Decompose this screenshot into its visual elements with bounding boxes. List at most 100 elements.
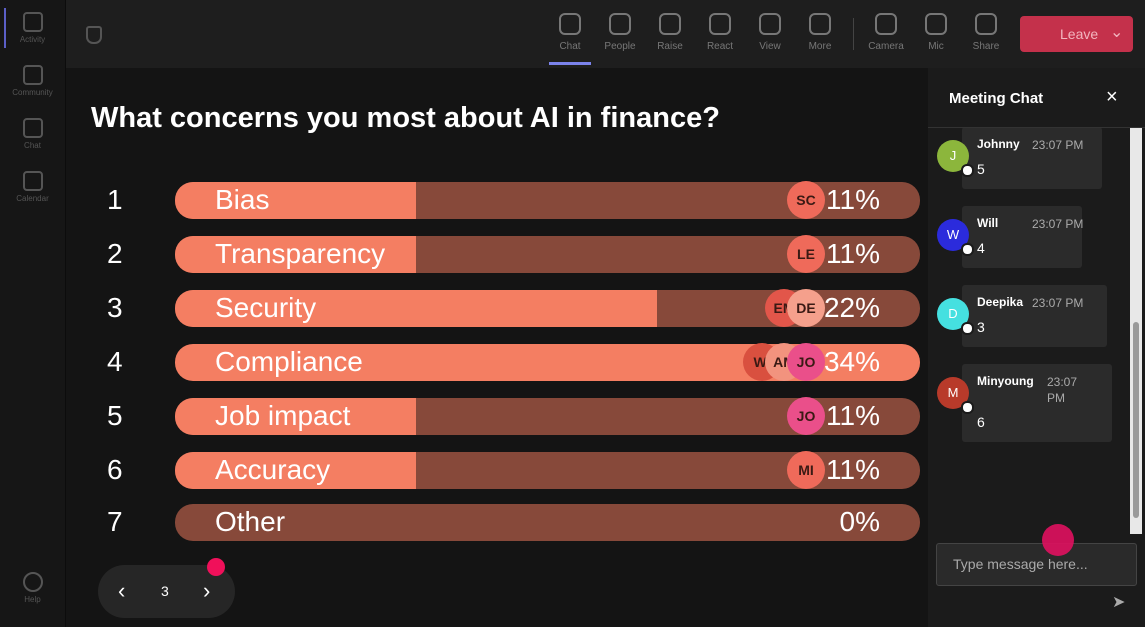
toolbar-button[interactable]: Mic (911, 13, 961, 52)
toolbar-button[interactable]: React (695, 13, 745, 52)
message-bubble: Johnny 23:07 PM 5 (962, 128, 1102, 189)
prev-button[interactable]: ‹ (118, 578, 126, 603)
message-author: Will (977, 216, 999, 230)
option-percent: 11% (826, 400, 880, 431)
option-number: 1 (107, 184, 123, 215)
message-bubble: Minyoung 23:07 PM 6 (962, 364, 1112, 442)
message-bubble: Deepika 23:07 PM 3 (962, 285, 1107, 347)
option-number: 3 (107, 292, 123, 323)
option-number: 7 (107, 506, 123, 537)
message-time: 23:07 PM (1047, 375, 1078, 405)
option-percent: 0% (839, 506, 880, 537)
toolbar-label: Mic (928, 41, 944, 52)
rail-label: Calendar (16, 194, 49, 203)
message-text: 4 (977, 240, 985, 256)
option-number: 6 (107, 454, 123, 485)
rail-icon (22, 118, 43, 138)
rail-item[interactable]: Help (0, 572, 65, 604)
option-fill (175, 398, 417, 435)
cursor-highlight (1042, 524, 1074, 556)
rail-label: Community (12, 88, 53, 97)
toolbar-label: People (604, 41, 636, 52)
send-button[interactable]: ➤ (1112, 594, 1126, 611)
toolbar-icon (759, 13, 781, 35)
toolbar-button[interactable]: Camera (861, 13, 911, 52)
toolbar-separator (853, 18, 854, 50)
rail-icon (22, 171, 43, 191)
poll-question: What concerns you most about AI in finan… (91, 102, 720, 134)
toolbar: Chat People Raise React View More Camera Mic Sha… (0, 0, 1145, 68)
toolbar-button[interactable]: More (795, 13, 845, 52)
toolbar-icon (659, 13, 681, 35)
message-text: 3 (977, 319, 985, 335)
rail-icon (22, 12, 43, 32)
leave-chevron[interactable]: ⌄ (1110, 24, 1124, 41)
option-fill (175, 182, 417, 219)
message-author: Deepika (977, 295, 1024, 309)
toolbar-icon (925, 13, 947, 35)
close-button[interactable]: × (1106, 86, 1118, 108)
toolbar-button[interactable]: Chat (545, 13, 595, 52)
option-percent: 11% (826, 184, 880, 215)
toolbar-button[interactable]: People (595, 13, 645, 52)
rail: Activity Community Chat Calendar Help (0, 0, 66, 627)
voter-avatar: JO (787, 343, 825, 381)
toolbar-label: Chat (559, 41, 581, 52)
voter-avatar: MI (787, 451, 825, 489)
notification-dot (207, 558, 225, 576)
leave-label: Leave (1060, 26, 1099, 42)
toolbar-icon (809, 13, 831, 35)
option-bar[interactable] (175, 504, 920, 541)
next-button[interactable]: › (203, 578, 211, 603)
option-fill (175, 290, 658, 327)
toolbar-label: Raise (657, 41, 683, 52)
message-time: 23:07 PM (1032, 138, 1084, 152)
rail-active (4, 8, 6, 48)
option-fill (175, 236, 417, 273)
toolbar-button[interactable]: Raise (645, 13, 695, 52)
message-list: Joongki23:07 PM4JJohnny23:07 PM5JWill23:… (928, 128, 1128, 535)
presence-dot (961, 164, 974, 177)
message-bubble: Will 23:07 PM 4 (962, 206, 1083, 268)
option-label: Compliance (215, 346, 363, 377)
option-label: Job impact (215, 400, 351, 431)
message-input[interactable]: Type message here... (936, 543, 1137, 586)
toolbar-label: View (759, 41, 781, 52)
rail-item[interactable]: Community (0, 65, 65, 97)
toolbar-label: React (706, 41, 734, 52)
rail-item[interactable]: Chat (0, 118, 65, 150)
rail-item[interactable]: Activity (0, 12, 65, 44)
leave-button[interactable]: Leave ⌄ (1020, 16, 1133, 52)
message-time: 23:07 PM (1032, 296, 1084, 310)
toolbar-icon (559, 13, 581, 35)
rail-item[interactable]: Calendar (0, 171, 65, 203)
rail-label: Activity (19, 35, 46, 44)
toolbar-button[interactable]: Share (961, 13, 1011, 52)
input-placeholder: Type message here... (953, 556, 1088, 572)
scroll-thumb[interactable] (1133, 322, 1139, 518)
voter-avatar: DE (787, 289, 825, 327)
message-time: 23:07 PM (1032, 217, 1084, 231)
option-percent: 34% (823, 346, 880, 377)
page-number: 3 (161, 583, 169, 599)
option-label: Bias (215, 184, 270, 215)
presence-dot (961, 243, 974, 256)
option-label: Security (215, 292, 317, 323)
presence-dot (961, 322, 974, 335)
rail-icon (22, 65, 43, 85)
toolbar-icon (609, 13, 631, 35)
message-text: 6 (977, 414, 985, 430)
toolbar-icon (975, 13, 997, 35)
chat-panel: Meeting Chat × Joongki23:07 PM4JJohnny23… (928, 68, 1145, 627)
message-author: Johnny (977, 137, 1020, 151)
divider (928, 127, 1145, 128)
option-percent: 22% (823, 292, 880, 323)
toolbar-label: Camera (868, 41, 904, 52)
voter-avatar: SC (787, 181, 825, 219)
scrollbar (1130, 128, 1142, 534)
option-number: 4 (107, 346, 123, 377)
toolbar-button[interactable]: View (745, 13, 795, 52)
chat-title: Meeting Chat (949, 90, 1044, 107)
option-label: Accuracy (215, 454, 331, 485)
